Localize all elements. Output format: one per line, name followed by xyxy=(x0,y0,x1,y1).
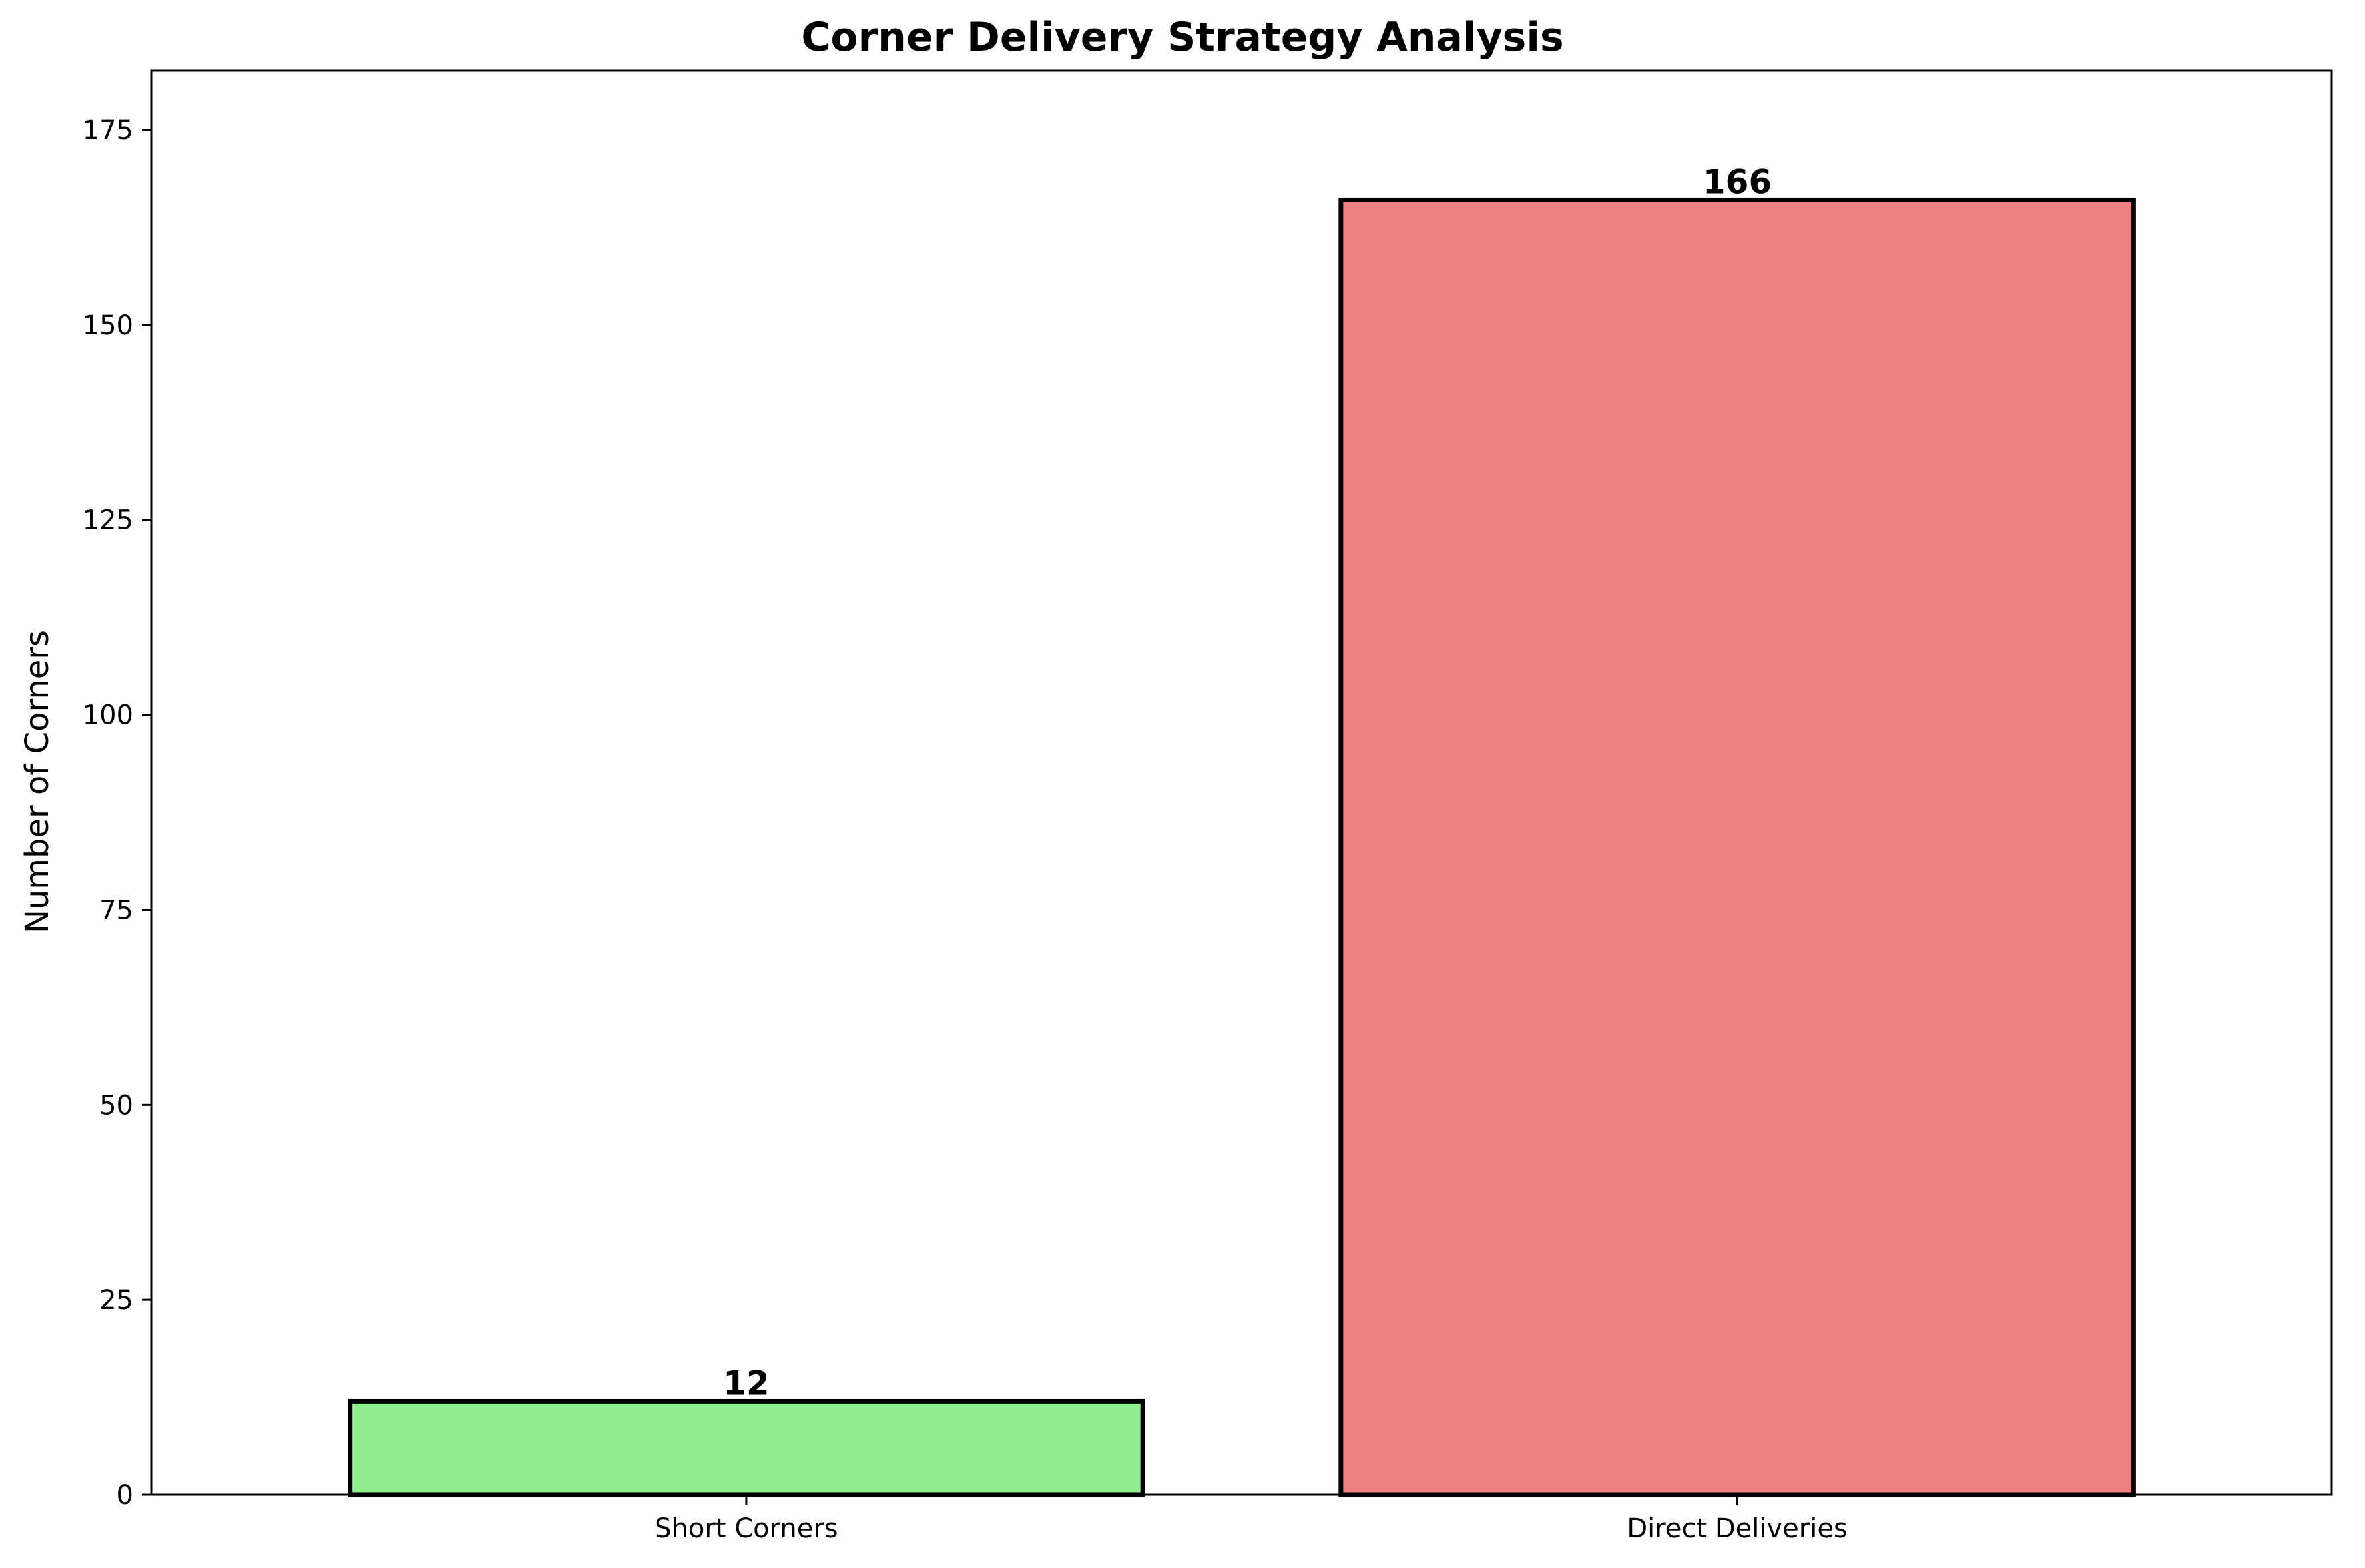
y-tick-label: 125 xyxy=(83,505,133,536)
chart-title: Corner Delivery Strategy Analysis xyxy=(801,14,1563,61)
y-tick-label: 100 xyxy=(83,700,133,731)
bar-direct-deliveries xyxy=(1338,197,2136,1497)
y-axis: 0 25 50 75 100 125 150 175 xyxy=(83,115,152,1511)
y-tick-label: 175 xyxy=(83,115,133,146)
y-axis-title: Number of Corners xyxy=(19,630,56,933)
plot-area-frame xyxy=(150,69,2333,1496)
x-axis: Short Corners Direct Deliveries xyxy=(655,1495,1848,1544)
data-label: 12 xyxy=(723,1364,770,1402)
x-tick-label: Short Corners xyxy=(655,1513,838,1544)
data-label: 166 xyxy=(1703,162,1772,201)
data-labels-layer: 12 166 xyxy=(723,162,1772,1402)
bars-layer xyxy=(348,197,2136,1497)
y-tick-label: 25 xyxy=(99,1285,133,1316)
y-tick-label: 0 xyxy=(117,1480,133,1511)
bar-short-corners xyxy=(348,1398,1145,1497)
x-tick-label: Direct Deliveries xyxy=(1627,1513,1847,1544)
y-tick-label: 75 xyxy=(99,895,133,925)
y-tick-label: 50 xyxy=(99,1090,133,1121)
y-tick-label: 150 xyxy=(83,310,133,341)
